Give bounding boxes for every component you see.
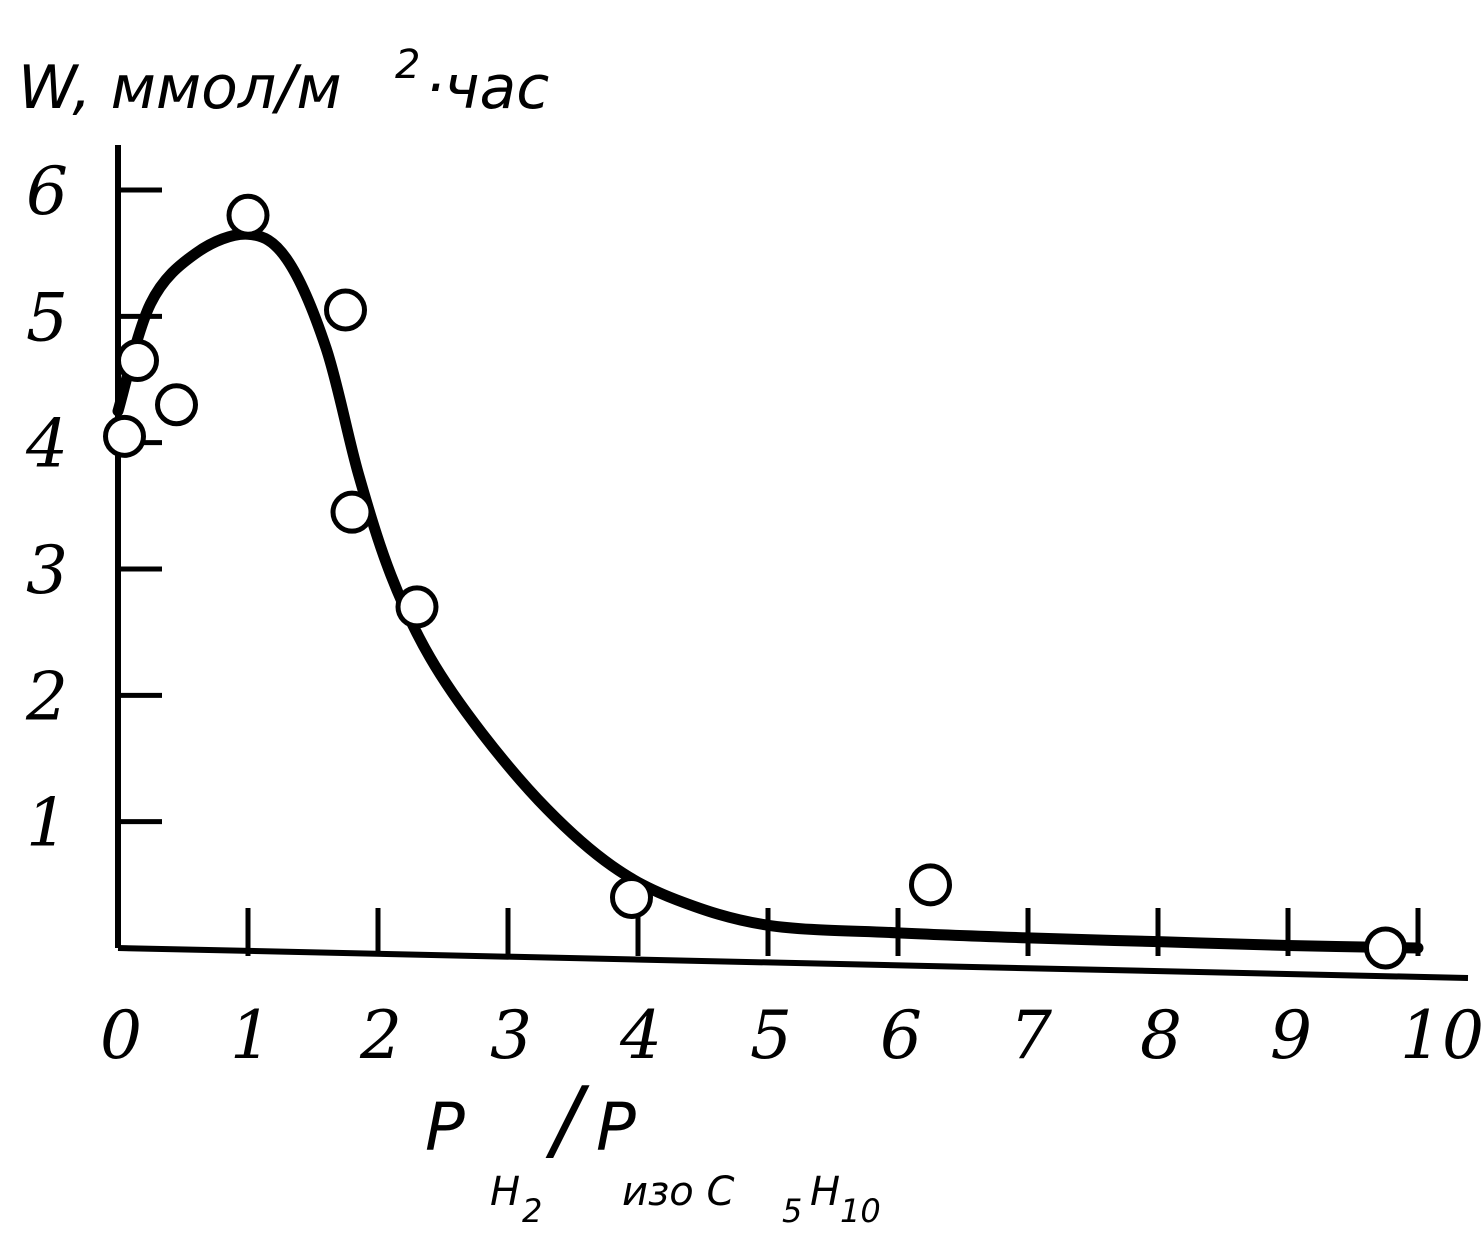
x-tick-label: 3 bbox=[490, 997, 532, 1074]
y-tick-label: 1 bbox=[26, 785, 68, 862]
x-tick-label: 2 bbox=[359, 997, 402, 1074]
x-tick-label: 4 bbox=[619, 997, 662, 1074]
y-axis-title-main: W, ммол/м bbox=[18, 53, 342, 123]
y-axis-title-tail: ·час bbox=[425, 53, 549, 123]
x-axis-title-den-sub-1: изо C bbox=[622, 1169, 734, 1215]
data-point bbox=[395, 585, 439, 629]
x-ticks: 0 1 2 3 4 5 6 7 8 9 10 bbox=[100, 908, 1481, 1074]
y-axis-title-sup: 2 bbox=[395, 42, 420, 88]
x-axis-title-den-sub-2: 5 bbox=[782, 1192, 802, 1230]
x-axis-title-num-sub-sub: 2 bbox=[522, 1192, 542, 1230]
axes bbox=[115, 145, 1469, 981]
data-point bbox=[155, 383, 198, 427]
x-tick-label: 6 bbox=[880, 997, 922, 1074]
x-axis-title-den-sub-3: H bbox=[810, 1169, 840, 1215]
x-axis-title-num-sub: H bbox=[490, 1169, 520, 1215]
data-point bbox=[610, 875, 653, 919]
fit-curve-layer bbox=[112, 228, 1424, 954]
x-axis-title-slash: / bbox=[545, 1068, 590, 1171]
y-tick-label: 4 bbox=[25, 406, 68, 483]
data-point bbox=[116, 339, 159, 383]
data-points-layer bbox=[103, 193, 1407, 970]
data-point bbox=[330, 490, 374, 534]
y-ticks: 1 2 3 4 5 6 bbox=[25, 153, 162, 862]
x-tick-label: 10 bbox=[1400, 997, 1481, 1074]
y-tick-label: 3 bbox=[26, 532, 68, 609]
y-tick-label: 2 bbox=[25, 658, 68, 735]
data-point bbox=[1364, 926, 1407, 970]
x-tick-label: 7 bbox=[1010, 997, 1052, 1074]
data-point bbox=[226, 193, 270, 237]
x-tick-label: 0 bbox=[100, 997, 142, 1074]
x-tick-label: 9 bbox=[1270, 997, 1312, 1074]
data-point bbox=[909, 863, 952, 907]
x-axis-line bbox=[117, 945, 1469, 981]
fit-curve bbox=[112, 228, 1424, 954]
x-tick-label: 8 bbox=[1140, 997, 1182, 1074]
x-axis-title-den: P bbox=[596, 1089, 636, 1166]
y-axis-title: W, ммол/м 2 ·час bbox=[18, 42, 549, 123]
data-point bbox=[324, 288, 367, 332]
y-tick-label: 5 bbox=[26, 279, 68, 356]
x-tick-label: 5 bbox=[750, 997, 792, 1074]
x-axis-title: P H 2 / P изо C 5 H 10 bbox=[425, 1068, 881, 1230]
y-tick-label: 6 bbox=[26, 153, 68, 230]
data-point bbox=[103, 414, 146, 458]
x-axis-title-den-sub-4: 10 bbox=[840, 1192, 881, 1230]
x-tick-label: 1 bbox=[230, 997, 272, 1074]
x-axis-title-num: P bbox=[425, 1089, 465, 1166]
